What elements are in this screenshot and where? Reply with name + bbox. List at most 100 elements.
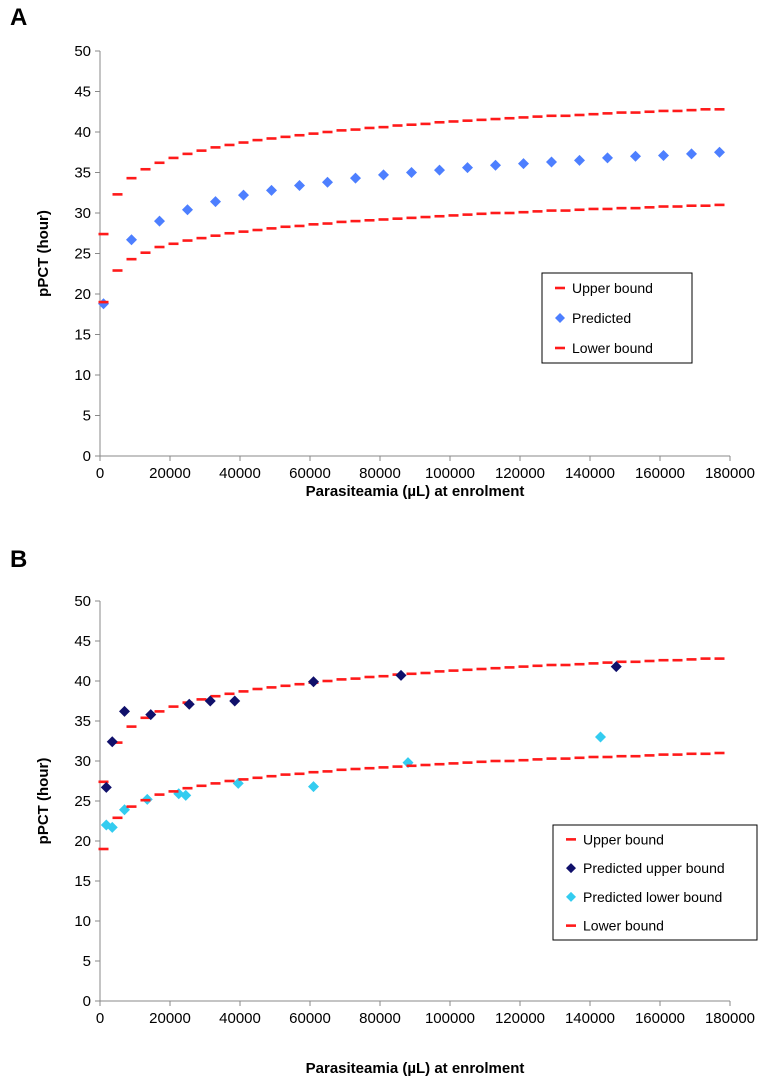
x-tick-label: 20000 [149,465,191,482]
x-tick-label: 0 [96,1010,104,1027]
chart-panel-a: A 0 5 10 15 20 25 30 35 40 45 50 0 20000 40000 60000 80… [0,0,764,540]
data-point [100,781,112,793]
x-tick-label: 60000 [289,1010,331,1027]
legend-marker [566,891,576,902]
data-point [406,167,417,178]
data-point [595,731,606,743]
series-lower-bound [98,751,725,851]
data-point [210,196,221,208]
y-tick-label: 45 [74,84,91,101]
data-point [180,789,192,801]
x-tick-label: 40000 [219,465,261,482]
legend-label: Upper bound [572,280,653,296]
y-tick-label: 10 [74,367,91,384]
series-predicted-lower-bound [100,731,606,833]
x-tick-label: 120000 [495,465,545,482]
y-tick-label: 35 [74,165,91,182]
data-point [490,159,501,171]
x-tick-label: 160000 [635,1010,685,1027]
data-point [350,172,361,184]
y-tick-label: 15 [74,327,91,344]
data-point [574,154,585,166]
y-tick-label: 50 [74,593,91,610]
legend: Upper bound Predicted upper bound Predicte… [552,824,758,941]
data-point [610,661,622,673]
y-tick-label: 25 [74,246,91,263]
data-point [395,669,407,681]
chart-b-svg: 0 5 10 15 20 25 30 35 40 45 50 0 20000 40000 60000 8000… [35,593,758,1077]
legend-marker [555,313,565,323]
data-point [546,156,557,168]
x-tick-label: 0 [96,465,104,482]
x-tick-label: 120000 [495,1010,545,1027]
data-point [462,162,473,174]
legend: Upper bound Predicted Lower bound [541,272,693,364]
data-point [183,698,195,710]
y-tick-label: 35 [74,713,91,730]
legend-label: Predicted upper bound [583,860,725,876]
x-tick-label: 60000 [289,465,331,482]
y-tick-label: 25 [74,793,91,810]
x-tick-label: 140000 [565,1010,615,1027]
data-point [378,169,389,181]
y-tick-label: 0 [83,993,91,1010]
series-lower-bound [98,203,725,304]
legend-label: Lower bound [583,918,664,934]
data-point [182,204,193,216]
data-point [204,695,216,707]
panel-label-a: A [10,4,28,31]
data-point [434,164,445,176]
legend-label: Predicted lower bound [583,889,722,905]
data-point [154,215,165,227]
data-point [229,695,241,707]
data-point [518,158,529,170]
y-tick-label: 20 [74,833,91,850]
y-tick-label: 5 [83,408,91,425]
data-point [602,152,613,164]
y-tick-label: 30 [74,205,91,222]
panel-label-b: B [10,546,28,573]
data-point [322,176,333,188]
legend-label: Lower bound [572,340,653,356]
series-upper-bound [98,657,725,784]
legend-label: Upper bound [583,831,664,847]
y-axis-title: pPCT (hour) [35,758,52,845]
data-point [238,189,249,201]
data-point [106,821,118,833]
x-tick-label: 140000 [565,465,615,482]
y-tick-label: 0 [83,448,91,465]
y-tick-label: 40 [74,124,91,141]
data-point [145,709,157,721]
y-tick-label: 50 [74,43,91,60]
legend-box [541,272,693,364]
y-tick-label: 45 [74,633,91,650]
x-tick-label: 40000 [219,1010,261,1027]
data-point [686,148,697,160]
data-point [119,705,130,717]
legend-label: Predicted [572,310,631,326]
series-predicted-upper-bound [100,661,622,793]
chart-a-svg: 0 5 10 15 20 25 30 35 40 45 50 0 20000 40000 60000 8000… [35,43,755,500]
chart-panel-b: B 0 5 10 15 20 25 30 35 40 45 50 0 20000 40000 60000 80… [0,542,764,1084]
data-point [714,146,725,158]
y-tick-label: 15 [74,873,91,890]
x-tick-label: 180000 [705,465,755,482]
x-tick-label: 80000 [359,465,401,482]
y-axis-title: pPCT (hour) [35,210,52,297]
x-tick-label: 20000 [149,1010,191,1027]
y-tick-label: 20 [74,286,91,303]
x-tick-label: 100000 [425,465,475,482]
data-point [126,234,137,246]
y-tick-label: 40 [74,673,91,690]
data-point [266,184,277,196]
y-tick-label: 5 [83,953,91,970]
legend-box [552,824,758,941]
y-tick-label: 30 [74,753,91,770]
data-point [658,149,669,161]
data-point [106,736,118,748]
x-tick-label: 80000 [359,1010,401,1027]
x-axis-title: Parasiteamia (µL) at enrolment [306,1060,525,1077]
x-tick-label: 100000 [425,1010,475,1027]
series-upper-bound [98,108,725,236]
x-tick-label: 160000 [635,465,685,482]
